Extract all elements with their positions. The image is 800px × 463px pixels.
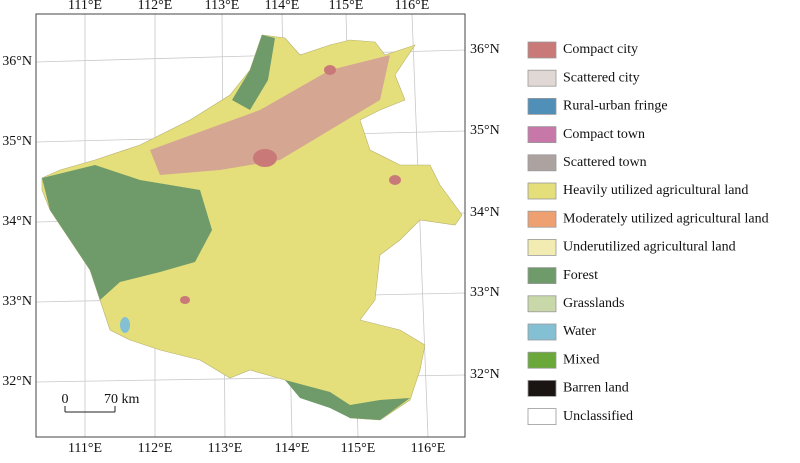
legend-label: Heavily utilized agricultural land xyxy=(563,183,748,198)
scale-end: 70 km xyxy=(104,392,140,407)
region-agriculture xyxy=(41,34,463,421)
lat-label: 35°N xyxy=(470,123,500,138)
water xyxy=(120,317,130,333)
lon-label: 112°E xyxy=(138,441,173,456)
legend-swatch xyxy=(527,323,557,341)
legend-swatch xyxy=(527,408,557,426)
legend-label: Forest xyxy=(563,268,598,283)
lon-label: 113°E xyxy=(205,0,240,13)
lon-label: 114°E xyxy=(265,0,300,13)
lat-label: 32°N xyxy=(470,367,500,382)
legend-swatch xyxy=(527,379,557,397)
legend-label: Mixed xyxy=(563,352,600,367)
lon-label: 112°E xyxy=(138,0,173,13)
lat-label: 32°N xyxy=(2,374,32,389)
legend-swatch xyxy=(527,182,557,200)
legend-label: Scattered town xyxy=(563,155,647,170)
lon-label: 116°E xyxy=(395,0,430,13)
lat-label: 35°N xyxy=(2,134,32,149)
lat-label: 36°N xyxy=(470,42,500,57)
lon-label: 111°E xyxy=(68,0,102,13)
map-frame xyxy=(35,13,466,438)
legend-label: Water xyxy=(563,324,596,339)
legend-label: Grasslands xyxy=(563,296,624,311)
lon-label: 116°E xyxy=(411,441,446,456)
region-urban xyxy=(150,55,390,175)
legend-swatch xyxy=(527,238,557,256)
region-forest xyxy=(285,380,410,420)
city xyxy=(389,175,401,185)
lon-label: 113°E xyxy=(208,441,243,456)
region-forest xyxy=(42,165,212,300)
city xyxy=(180,296,190,304)
legend-label: Rural-urban fringe xyxy=(563,99,668,114)
legend-swatch xyxy=(527,210,557,228)
city xyxy=(324,65,336,75)
lon-label: 115°E xyxy=(329,0,364,13)
lon-label: 115°E xyxy=(341,441,376,456)
legend-label: Scattered city xyxy=(563,70,640,85)
lat-label: 33°N xyxy=(470,285,500,300)
legend-swatch xyxy=(527,267,557,285)
city xyxy=(253,149,277,167)
legend-label: Compact town xyxy=(563,127,645,142)
legend-label: Compact city xyxy=(563,42,638,57)
legend-label: Barren land xyxy=(563,381,629,396)
legend-swatch xyxy=(527,154,557,172)
legend-label: Unclassified xyxy=(563,409,633,424)
legend-swatch xyxy=(527,126,557,143)
lon-label: 111°E xyxy=(68,441,102,456)
legend-swatch xyxy=(527,41,557,59)
region-forest xyxy=(232,35,275,110)
legend-label: Moderately utilized agricultural land xyxy=(563,211,769,226)
lat-label: 34°N xyxy=(470,205,500,220)
graticule xyxy=(411,13,429,438)
legend-swatch xyxy=(527,351,557,369)
legend-label: Underutilized agricultural land xyxy=(563,240,736,255)
lon-label: 114°E xyxy=(275,441,310,456)
lat-label: 34°N xyxy=(2,214,32,229)
legend-swatch xyxy=(527,98,557,115)
legend-swatch xyxy=(527,69,557,87)
legend-swatch xyxy=(527,295,557,313)
scale-start: 0 xyxy=(62,392,69,407)
lat-label: 33°N xyxy=(2,294,32,309)
map-body xyxy=(35,13,466,438)
lat-label: 36°N xyxy=(2,54,32,69)
